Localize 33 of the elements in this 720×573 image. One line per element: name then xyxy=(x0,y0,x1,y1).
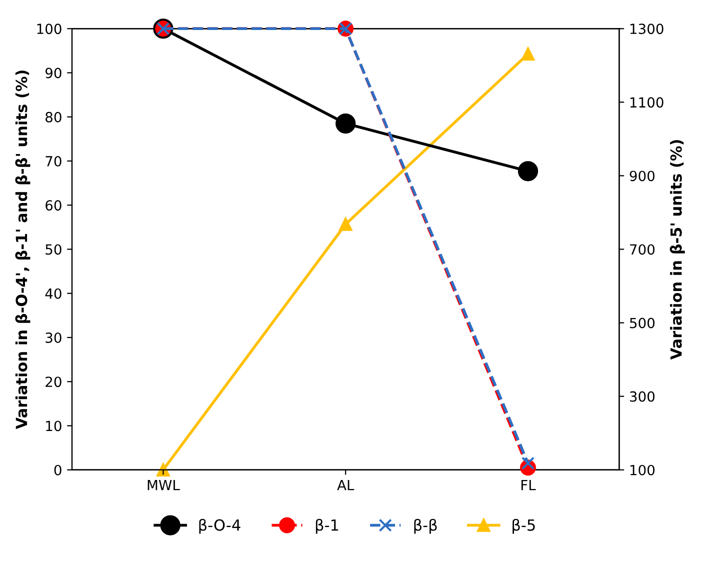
y2-tick-label: 500 xyxy=(630,318,655,328)
y2-axis-title: Variation in β-5' units (%) xyxy=(670,140,685,360)
y-axis-title: Variation in β-O-4', β-1' and β-β' units (%) xyxy=(15,70,30,430)
point xyxy=(156,463,170,476)
y2-tick-label: 1100 xyxy=(630,97,664,108)
point xyxy=(521,456,535,470)
legend-label: β-5 xyxy=(512,518,535,534)
y2-tick-label: 900 xyxy=(630,170,655,182)
legend-label: β-β xyxy=(414,518,437,534)
y-tick-label: 20 xyxy=(46,376,62,388)
y-tick-label: 70 xyxy=(46,156,62,166)
y-tick-label: 50 xyxy=(46,244,62,255)
y-tick-label: 80 xyxy=(46,112,62,122)
y-tick-label: 40 xyxy=(45,288,62,299)
y2-tick-label: 300 xyxy=(630,391,655,402)
point xyxy=(521,47,535,61)
point xyxy=(339,218,352,231)
y-tick-label: 10 xyxy=(46,420,62,432)
y-tick-label: 100 xyxy=(37,24,62,34)
y2-tick-label: 700 xyxy=(630,244,655,255)
y-tick-label: 0 xyxy=(54,464,62,476)
y-tick-label: 90 xyxy=(45,68,62,78)
y-tick-label: 30 xyxy=(46,332,62,343)
x-tick-label: MWL xyxy=(148,480,180,490)
point xyxy=(336,113,356,134)
y2-tick-label: 100 xyxy=(630,464,655,476)
y2-tick-label: 1300 xyxy=(630,24,664,34)
legend-label: β-O-4 xyxy=(199,518,240,534)
point xyxy=(518,161,538,182)
legend-label: β-1 xyxy=(316,518,338,534)
x-tick-label: FL xyxy=(522,480,536,490)
x-tick-label: AL xyxy=(337,480,354,490)
y-tick-label: 60 xyxy=(46,200,62,211)
